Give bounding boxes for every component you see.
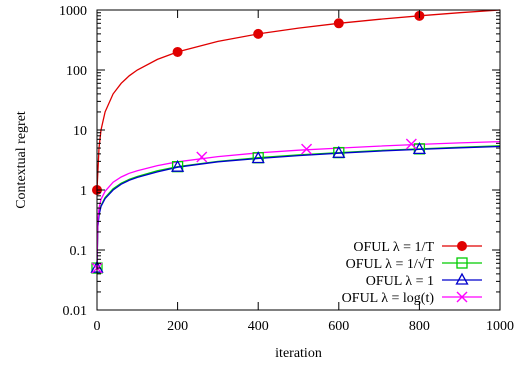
marker-triangle xyxy=(251,151,265,164)
marker-circle xyxy=(172,46,183,57)
y-tick-label: 10 xyxy=(73,124,87,139)
y-tick-label: 100 xyxy=(66,64,87,79)
plot-frame xyxy=(96,9,501,311)
marker-cross-stroke xyxy=(196,151,208,163)
y-axis-label: Contextual regret xyxy=(14,111,29,209)
x-tick-label: 400 xyxy=(248,319,269,334)
marker-cross xyxy=(456,291,468,303)
x-tick-label: 200 xyxy=(167,319,188,334)
marker-circle xyxy=(457,241,467,251)
x-tick-label: 0 xyxy=(94,319,101,334)
marker-circle xyxy=(253,28,264,39)
y-tick-label: 1000 xyxy=(59,4,87,19)
legend-label: OFUL λ = log(t) xyxy=(342,291,435,306)
series-line-0 xyxy=(96,9,501,191)
legend-label: OFUL λ = 1 xyxy=(366,274,434,289)
x-tick-label: 600 xyxy=(328,319,349,334)
marker-triangle xyxy=(455,272,469,285)
x-tick-label: 1000 xyxy=(486,319,514,334)
marker-cross-stroke xyxy=(456,291,468,303)
legend-label: OFUL λ = 1/√T xyxy=(346,257,435,272)
x-axis-label: iteration xyxy=(275,346,322,361)
legend-label: OFUL λ = 1/T xyxy=(353,240,434,255)
series-line-2 xyxy=(96,145,501,269)
x-tick-label: 800 xyxy=(409,319,430,334)
y-tick-label: 0.1 xyxy=(70,244,88,259)
marker-cross-stroke xyxy=(301,143,313,155)
marker-triangle xyxy=(171,159,185,172)
axis-layer: 0.01 0.1 1 10 100 1000 0 200 400 600 800 1000 xyxy=(59,4,514,334)
y-tick-label: 1 xyxy=(80,184,87,199)
marker-cross-stroke xyxy=(405,138,417,150)
legend: OFUL λ = 1/T OFUL λ = 1/√T OFUL λ = 1 OFUL … xyxy=(342,240,482,306)
marker-triangle xyxy=(332,145,346,158)
marker-square xyxy=(456,257,468,269)
marker-circle xyxy=(333,18,344,29)
y-tick-label: 0.01 xyxy=(63,304,88,319)
marker-cross xyxy=(301,143,313,155)
marker-cross xyxy=(405,138,417,150)
marker-cross xyxy=(196,151,208,163)
